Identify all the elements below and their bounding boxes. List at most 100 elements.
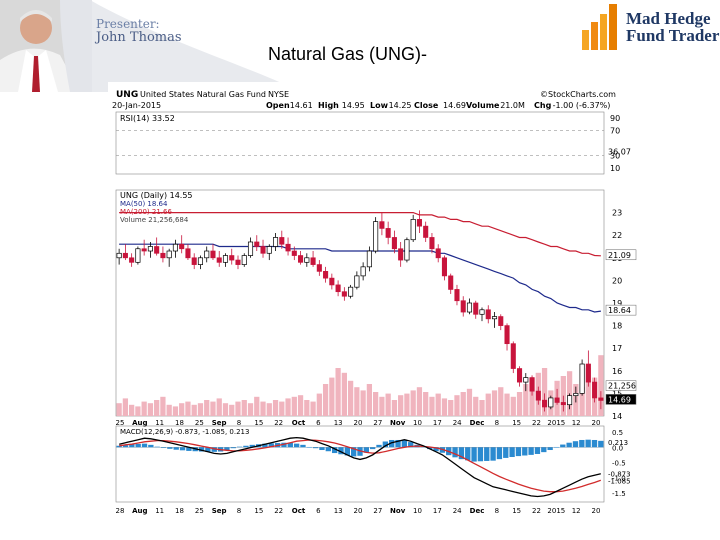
macd-hist-bar (148, 444, 154, 448)
macd-hist-bar (370, 447, 376, 450)
volume-bar (191, 404, 197, 416)
volume-bar (135, 406, 141, 416)
candle-body (542, 399, 548, 408)
volume-bar (210, 401, 216, 416)
price-tag-ma50-box (605, 304, 637, 316)
volume-bar (247, 403, 254, 416)
rsi-tick-label: 70 (610, 127, 620, 136)
price-tick-label: 17 (612, 344, 622, 353)
macd-hist-bar (477, 447, 484, 462)
volume-bar (379, 396, 385, 416)
macd-hist-bar (465, 447, 471, 461)
x-tick-bottom: 15 (512, 507, 521, 515)
macd-hist-bar (331, 447, 338, 454)
volume-bar (147, 403, 154, 416)
candle-body (222, 255, 229, 263)
candle-body (498, 316, 504, 326)
x-tick-bottom: 24 (453, 507, 462, 515)
x-tick-mid: 2015 (547, 419, 565, 427)
macd-hist-bar (122, 445, 129, 448)
candle-body (210, 250, 216, 259)
macd-hist-bar (541, 447, 547, 453)
volume-bar (322, 384, 329, 416)
source-text: ©StockCharts.com (540, 90, 616, 99)
candle-body (147, 246, 153, 252)
volume-bar (116, 403, 122, 416)
quote-volume-value: 21.0M (500, 101, 525, 110)
volume-bar (266, 403, 272, 416)
x-tick-bottom: 6 (316, 507, 321, 515)
x-tick-bottom: 10 (413, 507, 422, 515)
candle-body (567, 395, 573, 406)
candle-body (129, 257, 135, 263)
x-tick-bottom: 15 (254, 507, 263, 515)
candle-body (510, 343, 516, 369)
candle-body (191, 257, 197, 265)
volume-bar (172, 406, 179, 416)
date-text: 20-Jan-2015 (112, 101, 161, 110)
volume-bar (529, 377, 535, 416)
macd-hist-bar (198, 447, 205, 452)
macd-hist-bar (249, 444, 255, 448)
macd-hist-bar (484, 447, 490, 461)
candle-body (429, 237, 435, 250)
candle-body (298, 255, 304, 263)
x-axis-mid: 25 Aug 11 18 25 Sep 8 15 22 Oct 6 13 20 27 Nov 10 17 24 De… (116, 419, 601, 427)
candle-body (323, 271, 329, 279)
volume-bar (279, 401, 285, 416)
price-tag-volume: 21,256 (608, 382, 636, 391)
candle-body (535, 390, 541, 401)
price-tick-label: 19 (612, 299, 622, 308)
header-swoosh (90, 0, 300, 92)
candle-body (354, 275, 360, 288)
candle-body (398, 248, 404, 261)
volume-bar (523, 384, 529, 416)
rsi-label: RSI(14) 33.52 (120, 114, 175, 123)
fund-name-text: United States Natural Gas Fund (140, 90, 266, 99)
quote-high-value: 14.95 (342, 101, 365, 110)
volume-bar (291, 396, 297, 416)
macd-hist-bar (281, 442, 287, 448)
macd-hist-bar (344, 447, 350, 456)
rsi-tick-label: 10 (610, 164, 620, 173)
macd-hist-bar (224, 447, 230, 451)
x-tick-bottom: 25 (195, 507, 204, 515)
rsi-tick-label: 30 (610, 151, 620, 160)
candle-body (310, 257, 316, 265)
quote-high-label: High (318, 101, 339, 110)
candle-body (172, 243, 178, 252)
macd-hist-bar (490, 447, 496, 461)
candle-body (373, 221, 379, 252)
x-tick-mid: Dec (470, 419, 485, 427)
x-tick-mid: 25 (195, 419, 204, 427)
slide-header: Presenter: John Thomas Natural Gas (UNG)… (0, 0, 720, 92)
macd-hist-bar (262, 443, 268, 448)
macd-label: MACD(12,26,9) -0.873, -1.085, 0.213 (120, 428, 249, 436)
candle-body (473, 302, 479, 315)
macd-hist-bar (471, 447, 477, 462)
candle-body (448, 275, 454, 290)
macd-tag-2: -1.085 (608, 477, 631, 485)
x-tick-mid: 24 (453, 419, 462, 427)
volume-bar (316, 393, 322, 416)
ma50-line (119, 243, 601, 313)
macd-hist-bar (306, 446, 312, 448)
macd-hist-bar (534, 447, 541, 454)
rsi-last-tag: 36.07 (608, 148, 631, 157)
volume-bar (410, 390, 416, 416)
macd-hist-bar (350, 447, 357, 457)
volume-bar (485, 393, 491, 416)
macd-hist-bar (515, 447, 522, 457)
volume-bar (423, 392, 429, 416)
candle-body (135, 248, 141, 263)
x-tick-mid: Nov (390, 419, 406, 427)
macd-hist-bar (376, 444, 382, 448)
symbol-text: UNG (116, 90, 138, 100)
price-tag-ma50: 18.64 (608, 306, 631, 315)
price-tick-label: 15 (612, 389, 622, 398)
volume-bar (229, 404, 235, 416)
volume-bar (166, 404, 172, 416)
x-tick-mid: 27 (373, 419, 382, 427)
rsi-panel: RSI(14) 33.52 90 70 30 10 36.07 (115, 111, 631, 175)
candle-body (254, 241, 260, 247)
